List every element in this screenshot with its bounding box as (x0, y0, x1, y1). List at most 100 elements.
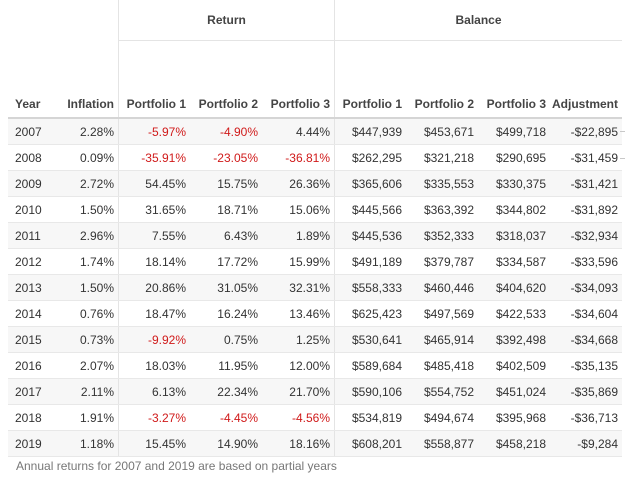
return-portfolio-2-header: Portfolio 2 (190, 40, 262, 119)
balance-portfolio-1-cell: $447,939 (334, 118, 406, 145)
table-row: 2014 0.76% 18.47% 16.24% 13.46% $625,423 $497,… (8, 300, 622, 327)
balance-portfolio-2-cell: $352,333 (406, 222, 478, 249)
return-portfolio-2-cell: -23.05% (190, 144, 262, 171)
balance-portfolio-3-cell: $395,968 (478, 404, 550, 431)
return-portfolio-3-cell: 32.31% (262, 274, 335, 301)
adjustment-cell: -$9,284 (550, 430, 622, 457)
return-portfolio-3-cell: 1.25% (262, 326, 335, 353)
balance-portfolio-3-cell: $404,620 (478, 274, 550, 301)
balance-portfolio-3-cell: $451,024 (478, 378, 550, 405)
return-portfolio-2-cell: 18.71% (190, 196, 262, 223)
return-group-header: Return (118, 0, 335, 41)
inflation-cell: 2.28% (51, 118, 119, 145)
column-header-row: Year Inflation Portfolio 1 Portfolio 2 P… (8, 40, 622, 119)
year-cell: 2014 (8, 300, 51, 327)
balance-portfolio-2-cell: $363,392 (406, 196, 478, 223)
return-portfolio-3-cell: 18.16% (262, 430, 335, 457)
balance-portfolio-3-cell: $499,718 (478, 118, 550, 145)
inflation-cell: 0.73% (51, 326, 119, 353)
table-row: 2009 2.72% 54.45% 15.75% 26.36% $365,606 $335,… (8, 170, 622, 197)
balance-portfolio-3-cell: $422,533 (478, 300, 550, 327)
balance-portfolio-1-cell: $445,566 (334, 196, 406, 223)
return-portfolio-3-cell: -4.56% (262, 404, 335, 431)
return-portfolio-1-cell: 7.55% (118, 222, 190, 249)
balance-portfolio-2-cell: $558,877 (406, 430, 478, 457)
year-cell: 2007 (8, 118, 51, 145)
balance-portfolio-2-cell: $379,787 (406, 248, 478, 275)
year-cell: 2016 (8, 352, 51, 379)
table-row: 2015 0.73% -9.92% 0.75% 1.25% $530,641 $465,91… (8, 326, 622, 353)
return-portfolio-2-cell: 0.75% (190, 326, 262, 353)
balance-portfolio-3-cell: $402,509 (478, 352, 550, 379)
footnote: Annual returns for 2007 and 2019 are bas… (16, 459, 337, 473)
balance-portfolio-1-cell: $530,641 (334, 326, 406, 353)
year-cell: 2019 (8, 430, 51, 457)
return-portfolio-2-cell: -4.45% (190, 404, 262, 431)
balance-portfolio-1-cell: $558,333 (334, 274, 406, 301)
year-cell: 2015 (8, 326, 51, 353)
inflation-cell: 0.76% (51, 300, 119, 327)
return-portfolio-2-cell: 17.72% (190, 248, 262, 275)
row-edge-mark (620, 131, 625, 132)
return-portfolio-3-cell: 15.99% (262, 248, 335, 275)
table-row: 2010 1.50% 31.65% 18.71% 15.06% $445,566 $363,… (8, 196, 622, 223)
return-portfolio-2-cell: 31.05% (190, 274, 262, 301)
return-portfolio-1-header: Portfolio 1 (118, 40, 190, 119)
balance-portfolio-1-cell: $625,423 (334, 300, 406, 327)
return-portfolio-3-cell: 4.44% (262, 118, 335, 145)
balance-group-header: Balance (334, 0, 622, 41)
inflation-cell: 1.50% (51, 274, 119, 301)
return-portfolio-3-cell: 21.70% (262, 378, 335, 405)
return-portfolio-2-cell: -4.90% (190, 118, 262, 145)
balance-portfolio-1-header: Portfolio 1 (334, 40, 406, 119)
adjustment-cell: -$33,596 (550, 248, 622, 275)
balance-portfolio-2-cell: $321,218 (406, 144, 478, 171)
balance-portfolio-2-cell: $554,752 (406, 378, 478, 405)
table-row: 2016 2.07% 18.03% 11.95% 12.00% $589,684 $485,… (8, 352, 622, 379)
table-row: 2012 1.74% 18.14% 17.72% 15.99% $491,189 $379,… (8, 248, 622, 275)
adjustment-cell: -$31,459 (550, 144, 622, 171)
year-header: Year (8, 40, 51, 119)
return-portfolio-1-cell: -35.91% (118, 144, 190, 171)
return-portfolio-3-cell: 1.89% (262, 222, 335, 249)
balance-portfolio-1-cell: $589,684 (334, 352, 406, 379)
balance-portfolio-3-header: Portfolio 3 (478, 40, 550, 119)
adjustment-cell: -$34,604 (550, 300, 622, 327)
table-row: 2011 2.96% 7.55% 6.43% 1.89% $445,536 $352,333… (8, 222, 622, 249)
balance-portfolio-1-cell: $365,606 (334, 170, 406, 197)
adjustment-cell: -$34,668 (550, 326, 622, 353)
year-cell: 2013 (8, 274, 51, 301)
year-cell: 2017 (8, 378, 51, 405)
return-portfolio-2-cell: 6.43% (190, 222, 262, 249)
return-portfolio-1-cell: -5.97% (118, 118, 190, 145)
balance-portfolio-1-cell: $445,536 (334, 222, 406, 249)
return-portfolio-2-cell: 15.75% (190, 170, 262, 197)
year-cell: 2012 (8, 248, 51, 275)
inflation-cell: 2.72% (51, 170, 119, 197)
return-portfolio-2-cell: 22.34% (190, 378, 262, 405)
inflation-cell: 1.18% (51, 430, 119, 457)
adjustment-cell: -$35,135 (550, 352, 622, 379)
balance-portfolio-2-cell: $453,671 (406, 118, 478, 145)
return-portfolio-1-cell: 20.86% (118, 274, 190, 301)
balance-portfolio-1-cell: $590,106 (334, 378, 406, 405)
adjustment-cell: -$32,934 (550, 222, 622, 249)
balance-portfolio-1-cell: $262,295 (334, 144, 406, 171)
return-portfolio-1-cell: 31.65% (118, 196, 190, 223)
return-portfolio-3-cell: 13.46% (262, 300, 335, 327)
balance-portfolio-3-cell: $458,218 (478, 430, 550, 457)
table-row: 2019 1.18% 15.45% 14.90% 18.16% $608,201 $558,… (8, 430, 622, 457)
balance-portfolio-1-cell: $534,819 (334, 404, 406, 431)
balance-portfolio-2-cell: $335,553 (406, 170, 478, 197)
table-row: 2007 2.28% -5.97% -4.90% 4.44% $447,939 $453,6… (8, 118, 622, 145)
group-header-spacer (8, 0, 119, 41)
return-portfolio-1-cell: -9.92% (118, 326, 190, 353)
balance-portfolio-1-cell: $608,201 (334, 430, 406, 457)
return-portfolio-3-header: Portfolio 3 (262, 40, 335, 119)
adjustment-cell: -$22,895 (550, 118, 622, 145)
balance-portfolio-2-cell: $497,569 (406, 300, 478, 327)
balance-portfolio-3-cell: $344,802 (478, 196, 550, 223)
table-row: 2018 1.91% -3.27% -4.45% -4.56% $534,819 $494,… (8, 404, 622, 431)
return-portfolio-1-cell: 18.14% (118, 248, 190, 275)
year-cell: 2018 (8, 404, 51, 431)
